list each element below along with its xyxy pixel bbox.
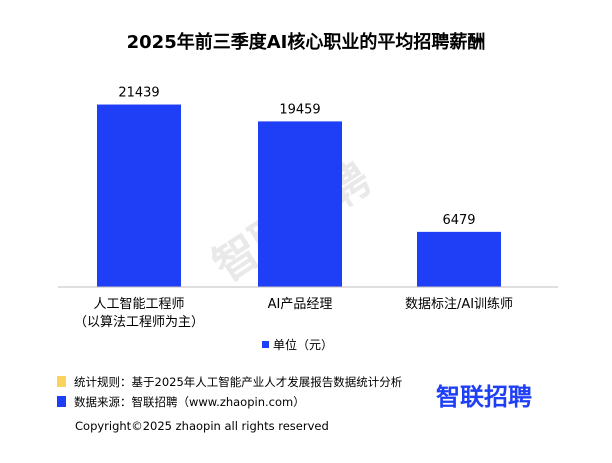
category-label-1-line-2: （以算法工程师为主） xyxy=(74,315,204,330)
category-label-2: AI产品经理 xyxy=(268,297,333,312)
value-label-1: 21439 xyxy=(118,86,159,101)
bar-3 xyxy=(417,231,501,287)
value-label-3: 6479 xyxy=(442,213,475,228)
legend-swatch xyxy=(262,341,269,348)
bars xyxy=(97,104,501,288)
legend-label: 单位（元） xyxy=(273,337,333,352)
blue-square-icon xyxy=(57,396,66,407)
bar-1 xyxy=(97,104,181,287)
category-labels: 人工智能工程师 （以算法工程师为主） AI产品经理 数据标注/AI训练师 xyxy=(74,297,513,330)
value-label-2: 19459 xyxy=(279,102,320,117)
value-labels: 21439 19459 6479 xyxy=(118,86,475,228)
note-rule: 统计规则：基于2025年人工智能产业人才发展报告数据统计分析 xyxy=(74,375,402,389)
note-source: 数据来源：智联招聘（www.zhaopin.com） xyxy=(74,395,305,409)
chart-title: 2025年前三季度AI核心职业的平均招聘薪酬 xyxy=(127,31,486,53)
category-label-3: 数据标注/AI训练师 xyxy=(405,297,513,312)
bar-2 xyxy=(258,121,342,288)
legend: 单位（元） xyxy=(262,337,333,352)
brand-logo: 智联招聘 xyxy=(436,383,532,411)
notes: 统计规则：基于2025年人工智能产业人才发展报告数据统计分析 数据来源：智联招聘… xyxy=(57,375,402,409)
category-label-1-line-1: 人工智能工程师 xyxy=(93,297,184,312)
copyright: Copyright©2025 zhaopin all rights reserv… xyxy=(75,419,329,433)
yellow-square-icon xyxy=(57,376,66,387)
